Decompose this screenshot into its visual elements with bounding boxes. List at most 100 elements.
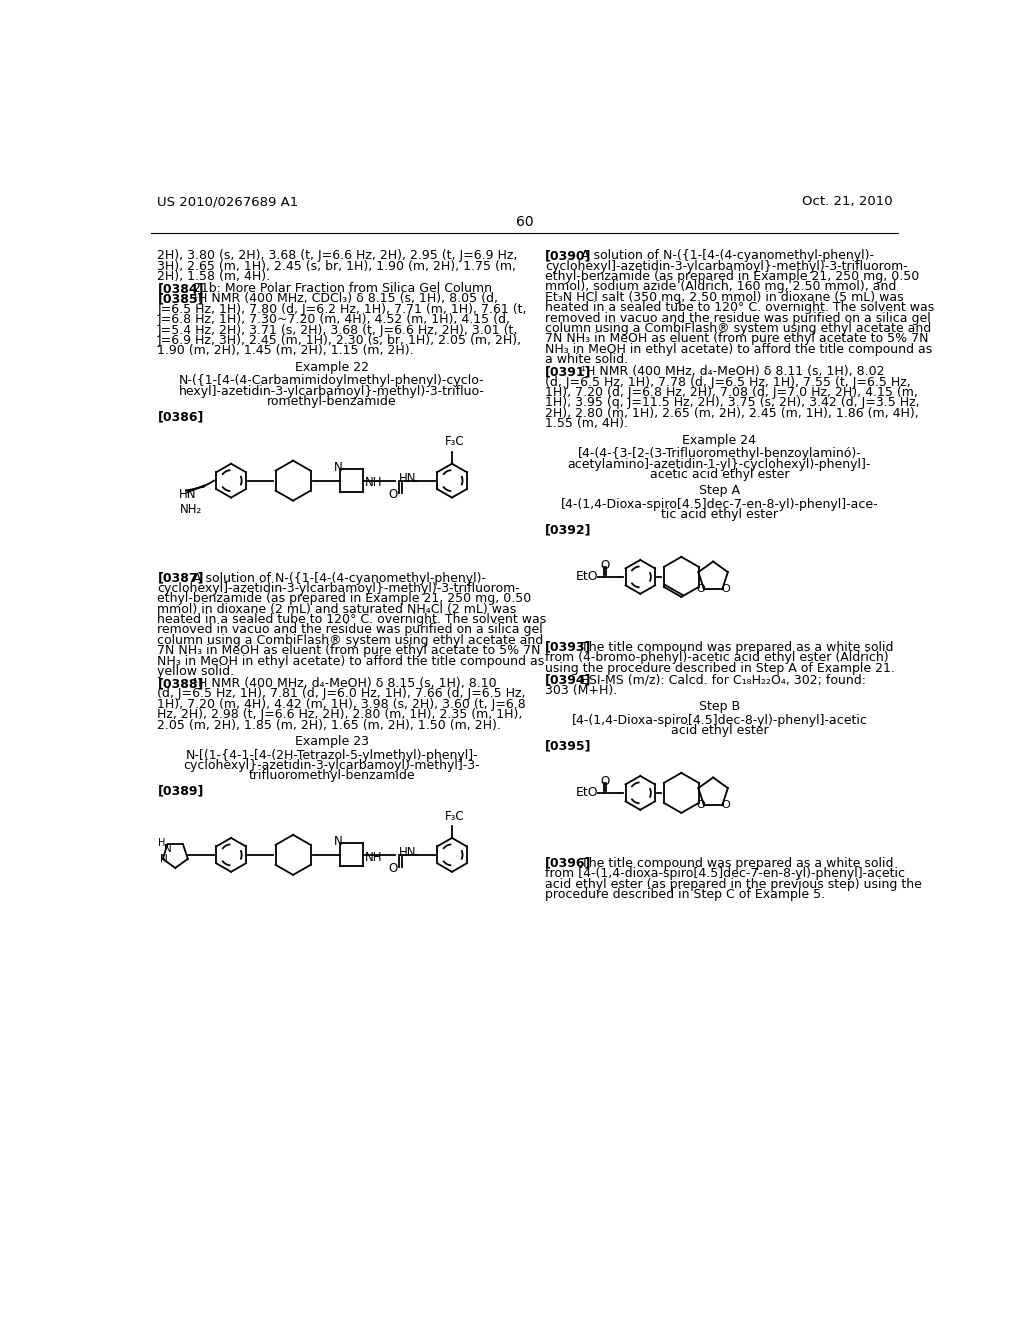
- Text: ¹H NMR (400 MHz, CDCl₃) δ 8.15 (s, 1H), 8.05 (d,: ¹H NMR (400 MHz, CDCl₃) δ 8.15 (s, 1H), …: [194, 293, 498, 305]
- Text: using the procedure described in Step A of Example 21.: using the procedure described in Step A …: [545, 661, 895, 675]
- Text: romethyl-benzamide: romethyl-benzamide: [267, 395, 396, 408]
- Text: removed in vacuo and the residue was purified on a silica gel: removed in vacuo and the residue was pur…: [158, 623, 543, 636]
- Text: column using a CombiFlash® system using ethyl acetate and: column using a CombiFlash® system using …: [545, 322, 931, 335]
- Text: 303 (M+H).: 303 (M+H).: [545, 684, 617, 697]
- Text: [0388]: [0388]: [158, 677, 204, 690]
- Text: 1H), 7.20 (d, J=6.8 Hz, 2H), 7.08 (d, J=7.0 Hz, 2H), 4.15 (m,: 1H), 7.20 (d, J=6.8 Hz, 2H), 7.08 (d, J=…: [545, 385, 918, 399]
- Text: Example 23: Example 23: [295, 735, 369, 748]
- Text: [0384]: [0384]: [158, 282, 204, 294]
- Text: J=6.8 Hz, 1H), 7.30~7.20 (m, 4H), 4.52 (m, 1H), 4.15 (d,: J=6.8 Hz, 1H), 7.30~7.20 (m, 4H), 4.52 (…: [158, 313, 510, 326]
- Text: EtO: EtO: [575, 787, 599, 800]
- Text: ¹H NMR (400 MHz, d₄-MeOH) δ 8.11 (s, 1H), 8.02: ¹H NMR (400 MHz, d₄-MeOH) δ 8.11 (s, 1H)…: [581, 366, 884, 378]
- Text: 1H), 3.95 (q, J=11.5 Hz, 2H), 3.75 (s, 2H), 3.42 (d, J=3.5 Hz,: 1H), 3.95 (q, J=11.5 Hz, 2H), 3.75 (s, 2…: [545, 396, 920, 409]
- Text: procedure described in Step C of Example 5.: procedure described in Step C of Example…: [545, 888, 825, 902]
- Text: Oct. 21, 2010: Oct. 21, 2010: [802, 195, 892, 209]
- Text: Example 24: Example 24: [682, 434, 757, 446]
- Text: N: N: [160, 854, 168, 865]
- Text: O: O: [601, 558, 610, 572]
- Text: ESI-MS (m/z): Calcd. for C₁₈H₂₂O₄, 302; found:: ESI-MS (m/z): Calcd. for C₁₈H₂₂O₄, 302; …: [581, 673, 865, 686]
- Text: [0390]: [0390]: [545, 249, 592, 263]
- Text: NH: NH: [365, 477, 382, 490]
- Text: acetylamino]-azetidin-1-yl}-cyclohexyl)-phenyl]-: acetylamino]-azetidin-1-yl}-cyclohexyl)-…: [567, 458, 871, 470]
- Text: Step A: Step A: [698, 484, 739, 498]
- Text: [4-(1,4-Dioxa-spiro[4.5]dec-7-en-8-yl)-phenyl]-ace-: [4-(1,4-Dioxa-spiro[4.5]dec-7-en-8-yl)-p…: [560, 498, 879, 511]
- Text: [0392]: [0392]: [545, 524, 592, 536]
- Text: 2H), 1.58 (m, 4H).: 2H), 1.58 (m, 4H).: [158, 271, 270, 282]
- Text: Et₃N HCl salt (350 mg, 2.50 mmol) in dioxane (5 mL) was: Et₃N HCl salt (350 mg, 2.50 mmol) in dio…: [545, 290, 903, 304]
- Text: from (4-bromo-phenyl)-acetic acid ethyl ester (Aldrich): from (4-bromo-phenyl)-acetic acid ethyl …: [545, 651, 889, 664]
- Text: The title compound was prepared as a white solid: The title compound was prepared as a whi…: [581, 640, 893, 653]
- Text: 2H), 2.80 (m, 1H), 2.65 (m, 2H), 2.45 (m, 1H), 1.86 (m, 4H),: 2H), 2.80 (m, 1H), 2.65 (m, 2H), 2.45 (m…: [545, 407, 919, 420]
- Text: column using a CombiFlash® system using ethyl acetate and: column using a CombiFlash® system using …: [158, 634, 544, 647]
- Text: Step B: Step B: [698, 701, 740, 714]
- Text: hexyl]-azetidin-3-ylcarbamoyl}-methyl)-3-trifluo-: hexyl]-azetidin-3-ylcarbamoyl}-methyl)-3…: [179, 385, 484, 397]
- Text: cyclohexyl}-azetidin-3-ylcarbamoyl)-methyl]-3-: cyclohexyl}-azetidin-3-ylcarbamoyl)-meth…: [183, 759, 480, 772]
- Text: N: N: [165, 843, 172, 854]
- Text: EtO: EtO: [575, 570, 599, 583]
- Text: mmol) in dioxane (2 mL) and saturated NH₄Cl (2 mL) was: mmol) in dioxane (2 mL) and saturated NH…: [158, 603, 517, 615]
- Text: O: O: [388, 862, 397, 875]
- Text: yellow solid.: yellow solid.: [158, 665, 234, 678]
- Text: [0391]: [0391]: [545, 366, 592, 378]
- Text: heated in a sealed tube to 120° C. overnight. The solvent was: heated in a sealed tube to 120° C. overn…: [158, 612, 547, 626]
- Text: NH₃ in MeOH in ethyl acetate) to afford the title compound as: NH₃ in MeOH in ethyl acetate) to afford …: [545, 343, 932, 356]
- Text: A solution of N-({1-[4-(4-cyanomethyl-phenyl)-: A solution of N-({1-[4-(4-cyanomethyl-ph…: [194, 572, 486, 585]
- Text: US 2010/0267689 A1: US 2010/0267689 A1: [158, 195, 299, 209]
- Text: acid ethyl ester: acid ethyl ester: [671, 725, 768, 738]
- Text: O: O: [388, 488, 397, 502]
- Text: N-({1-[4-(4-Carbamimidoylmethyl-phenyl)-cyclo-: N-({1-[4-(4-Carbamimidoylmethyl-phenyl)-…: [179, 375, 484, 387]
- Text: 3H), 2.65 (m, 1H), 2.45 (s, br, 1H), 1.90 (m, 2H), 1.75 (m,: 3H), 2.65 (m, 1H), 2.45 (s, br, 1H), 1.9…: [158, 260, 516, 273]
- Text: [4-(1,4-Dioxa-spiro[4.5]dec-8-yl)-phenyl]-acetic: [4-(1,4-Dioxa-spiro[4.5]dec-8-yl)-phenyl…: [571, 714, 867, 727]
- Text: a white solid.: a white solid.: [545, 354, 628, 366]
- Text: J=5.4 Hz, 2H), 3.71 (s, 2H), 3.68 (t, J=6.6 Hz, 2H), 3.01 (t,: J=5.4 Hz, 2H), 3.71 (s, 2H), 3.68 (t, J=…: [158, 323, 518, 337]
- Text: O: O: [721, 800, 730, 810]
- Text: [0394]: [0394]: [545, 673, 592, 686]
- Text: [0393]: [0393]: [545, 640, 591, 653]
- Text: J=6.5 Hz, 1H), 7.80 (d, J=6.2 Hz, 1H), 7.71 (m, 1H), 7.61 (t,: J=6.5 Hz, 1H), 7.80 (d, J=6.2 Hz, 1H), 7…: [158, 302, 527, 315]
- Text: 1H), 7.20 (m, 4H), 4.42 (m, 1H), 3.98 (s, 2H), 3.60 (t, J=6.8: 1H), 7.20 (m, 4H), 4.42 (m, 1H), 3.98 (s…: [158, 698, 526, 710]
- Text: The title compound was prepared as a white solid: The title compound was prepared as a whi…: [581, 857, 893, 870]
- Text: J=6.9 Hz, 3H), 2.45 (m, 1H), 2.30 (s, br, 1H), 2.05 (m, 2H),: J=6.9 Hz, 3H), 2.45 (m, 1H), 2.30 (s, br…: [158, 334, 521, 347]
- Text: F₃C: F₃C: [444, 436, 464, 449]
- Text: [0389]: [0389]: [158, 784, 204, 797]
- Text: Example 22: Example 22: [295, 360, 369, 374]
- Text: F₃C: F₃C: [444, 809, 464, 822]
- Text: removed in vacuo and the residue was purified on a silica gel: removed in vacuo and the residue was pur…: [545, 312, 931, 325]
- Text: O: O: [601, 775, 610, 788]
- Text: 7N NH₃ in MeOH as eluent (from pure ethyl acetate to 5% 7N: 7N NH₃ in MeOH as eluent (from pure ethy…: [158, 644, 541, 657]
- Text: trifluoromethyl-benzamide: trifluoromethyl-benzamide: [249, 770, 415, 783]
- Text: [0386]: [0386]: [158, 411, 204, 424]
- Text: N: N: [334, 836, 342, 849]
- Text: 60: 60: [516, 215, 534, 230]
- Text: 1.90 (m, 2H), 1.45 (m, 2H), 1.15 (m, 2H).: 1.90 (m, 2H), 1.45 (m, 2H), 1.15 (m, 2H)…: [158, 345, 414, 358]
- Text: 21b: More Polar Fraction from Silica Gel Column: 21b: More Polar Fraction from Silica Gel…: [194, 282, 493, 294]
- Text: [4-(4-{3-[2-(3-Trifluoromethyl-benzoylaminó)-: [4-(4-{3-[2-(3-Trifluoromethyl-benzoylam…: [578, 447, 861, 461]
- Text: H: H: [158, 838, 165, 847]
- Text: acetic acid ethyl ester: acetic acid ethyl ester: [649, 469, 790, 480]
- Text: 2H), 3.80 (s, 2H), 3.68 (t, J=6.6 Hz, 2H), 2.95 (t, J=6.9 Hz,: 2H), 3.80 (s, 2H), 3.68 (t, J=6.6 Hz, 2H…: [158, 249, 518, 263]
- Text: A solution of N-({1-[4-(4-cyanomethyl-phenyl)-: A solution of N-({1-[4-(4-cyanomethyl-ph…: [581, 249, 873, 263]
- Text: from [4-(1,4-dioxa-spiro[4.5]dec-7-en-8-yl)-phenyl]-acetic: from [4-(1,4-dioxa-spiro[4.5]dec-7-en-8-…: [545, 867, 905, 880]
- Text: HN: HN: [178, 488, 196, 502]
- Text: tic acid ethyl ester: tic acid ethyl ester: [660, 508, 778, 521]
- Text: NH₂: NH₂: [180, 503, 202, 516]
- Text: ethyl-benzamide (as prepared in Example 21, 250 mg, 0.50: ethyl-benzamide (as prepared in Example …: [158, 593, 531, 606]
- Text: NH: NH: [365, 850, 382, 863]
- Text: HN: HN: [398, 471, 417, 484]
- Text: ¹H NMR (400 MHz, d₄-MeOH) δ 8.15 (s, 1H), 8.10: ¹H NMR (400 MHz, d₄-MeOH) δ 8.15 (s, 1H)…: [194, 677, 497, 690]
- Text: HN: HN: [398, 846, 417, 859]
- Text: cyclohexyl]-azetidin-3-ylcarbamoyl}-methyl)-3-trifluorom-: cyclohexyl]-azetidin-3-ylcarbamoyl}-meth…: [158, 582, 520, 595]
- Text: [0395]: [0395]: [545, 739, 592, 752]
- Text: ethyl-benzamide (as prepared in Example 21, 250 mg, 0.50: ethyl-benzamide (as prepared in Example …: [545, 271, 920, 282]
- Text: 2.05 (m, 2H), 1.85 (m, 2H), 1.65 (m, 2H), 1.50 (m, 2H).: 2.05 (m, 2H), 1.85 (m, 2H), 1.65 (m, 2H)…: [158, 718, 502, 731]
- Text: O: O: [721, 585, 730, 594]
- Text: [0387]: [0387]: [158, 572, 204, 585]
- Text: O: O: [696, 585, 706, 594]
- Text: mmol), sodium azide (Aldrich, 160 mg, 2.50 mmol), and: mmol), sodium azide (Aldrich, 160 mg, 2.…: [545, 280, 896, 293]
- Text: heated in a sealed tube to 120° C. overnight. The solvent was: heated in a sealed tube to 120° C. overn…: [545, 301, 934, 314]
- Text: N-[(1-{4-1-[4-(2H-Tetrazol-5-ylmethyl)-phenyl]-: N-[(1-{4-1-[4-(2H-Tetrazol-5-ylmethyl)-p…: [185, 748, 478, 762]
- Text: (d, J=6.5 Hz, 1H), 7.81 (d, J=6.0 Hz, 1H), 7.66 (d, J=6.5 Hz,: (d, J=6.5 Hz, 1H), 7.81 (d, J=6.0 Hz, 1H…: [158, 688, 526, 701]
- Text: [0396]: [0396]: [545, 857, 591, 870]
- Text: [0385]: [0385]: [158, 293, 204, 305]
- Text: 7N NH₃ in MeOH as eluent (from pure ethyl acetate to 5% 7N: 7N NH₃ in MeOH as eluent (from pure ethy…: [545, 333, 929, 346]
